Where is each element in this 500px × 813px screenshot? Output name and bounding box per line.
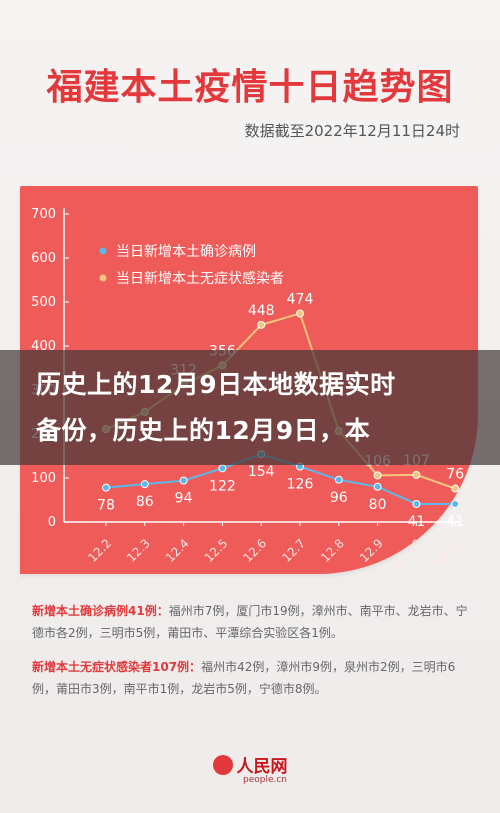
series-0-data-label: 96 xyxy=(330,490,348,506)
x-tick-label: 12.10 xyxy=(390,536,424,570)
asymptomatic-note: 新增本土无症状感染者107例：福州市42例，漳州市9例，泉州市2例，三明市6例，… xyxy=(32,656,472,700)
x-tick-label: 12.11 xyxy=(429,536,463,570)
series-1-data-label: 474 xyxy=(287,291,314,307)
y-tick-label: 700 xyxy=(31,207,56,222)
y-tick-label: 100 xyxy=(31,471,56,486)
publisher-name: 人民网 xyxy=(236,757,288,777)
notes-section: 新增本土确诊病例41例：福州市7例，厦门市19例，漳州市、南平市、龙岩市、宁德市… xyxy=(32,600,472,712)
legend-label-0: 当日新增本土确诊病例 xyxy=(116,244,256,260)
series-0-data-label: 78 xyxy=(97,498,115,514)
series-0-data-label: 86 xyxy=(136,494,154,510)
series-1-data-label: 76 xyxy=(446,467,464,483)
series-0-point xyxy=(412,499,421,508)
x-tick-label: 12.9 xyxy=(357,536,386,565)
series-1-point xyxy=(412,470,421,479)
people-logo-icon xyxy=(212,754,233,775)
series-0-point xyxy=(179,476,188,485)
x-tick-label: 12.3 xyxy=(124,536,153,565)
y-tick-label: 600 xyxy=(31,251,56,266)
series-0-data-label: 41 xyxy=(446,514,464,530)
series-0-data-label: 122 xyxy=(209,478,236,494)
headline-overlay-banner: 历史上的12月9日本地数据实时 备份，历史上的12月9日，本 xyxy=(0,350,500,465)
headline-line-1: 历史上的12月9日本地数据实时 xyxy=(36,370,396,399)
series-0-point xyxy=(334,475,343,484)
series-1-data-label: 448 xyxy=(248,303,275,319)
y-tick-label: 0 xyxy=(48,515,56,530)
headline-text: 历史上的12月9日本地数据实时 备份，历史上的12月9日，本 xyxy=(36,362,476,454)
legend-label-1: 当日新增本土无症状感染者 xyxy=(116,270,284,287)
legend-marker-1 xyxy=(99,274,107,282)
x-tick-label: 12.7 xyxy=(279,536,308,565)
x-tick-label: 12.6 xyxy=(241,536,270,565)
headline-line-2: 备份，历史上的12月9日，本 xyxy=(36,416,371,445)
x-tick-label: 12.4 xyxy=(163,536,192,565)
series-0-point xyxy=(140,480,149,489)
legend-marker-0 xyxy=(99,247,107,255)
asymptomatic-note-text: 福州市42例，漳州市9例，泉州市2例，三明市6例，莆田市3例，南平市1例，龙岩市… xyxy=(32,660,456,696)
series-0-point xyxy=(451,499,460,508)
series-0-point xyxy=(102,483,110,492)
series-0-data-label: 41 xyxy=(407,514,425,530)
series-0-data-label: 126 xyxy=(287,477,314,493)
confirmed-note: 新增本土确诊病例41例：福州市7例，厦门市19例，漳州市、南平市、龙岩市、宁德市… xyxy=(32,600,472,644)
series-1-point xyxy=(373,471,382,480)
series-0-data-label: 80 xyxy=(369,497,387,513)
x-tick-label: 12.8 xyxy=(318,536,347,565)
series-0-data-label: 154 xyxy=(248,464,275,480)
page-title: 福建本土疫情十日趋势图 xyxy=(46,67,454,108)
x-tick-label: 12.5 xyxy=(202,536,231,565)
confirmed-note-label: 新增本土确诊病例41例： xyxy=(32,604,169,618)
asymptomatic-note-label: 新增本土无症状感染者107例： xyxy=(32,660,202,674)
data-cutoff-subtitle: 数据截至2022年12月11日24时 xyxy=(244,122,460,140)
x-tick-label: 12.2 xyxy=(85,536,114,565)
series-0-point xyxy=(373,482,382,491)
y-tick-label: 500 xyxy=(31,295,56,310)
series-1-point xyxy=(451,484,460,493)
series-0-point xyxy=(218,464,227,473)
publisher-logo: 人民网 people.cn xyxy=(0,752,500,785)
confirmed-note-text: 福州市7例，厦门市19例，漳州市、南平市、龙岩市、宁德市各2例，三明市5例，莆田… xyxy=(32,604,468,640)
series-0-data-label: 94 xyxy=(175,491,193,507)
series-1-point xyxy=(257,320,266,329)
publisher-url: people.cn xyxy=(242,775,288,785)
series-1-point xyxy=(296,309,304,318)
